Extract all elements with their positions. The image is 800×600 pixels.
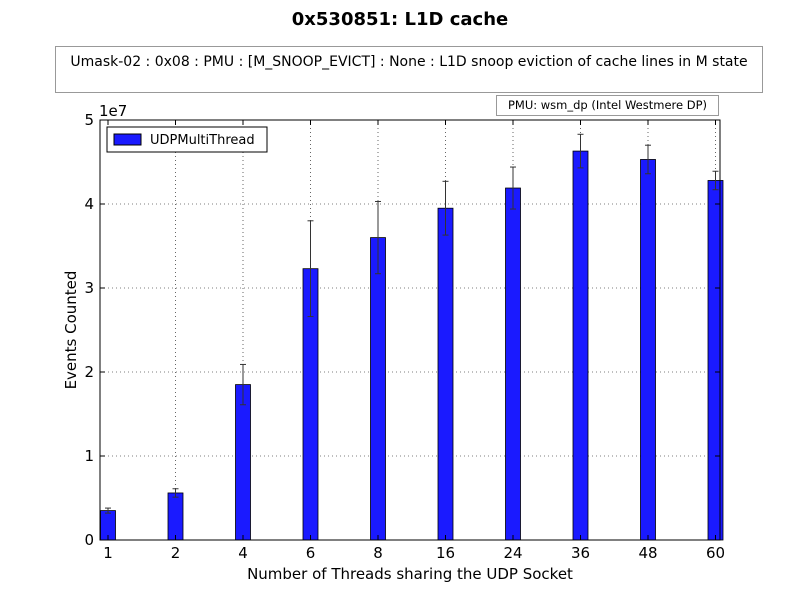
bar	[572, 150, 589, 541]
bar	[437, 207, 454, 541]
x-tick-label: 8	[373, 544, 383, 562]
x-tick-label: 16	[436, 544, 455, 562]
x-tick-label: 24	[503, 544, 522, 562]
y-scale-label: 1e7	[99, 102, 127, 120]
bar	[505, 187, 521, 541]
x-tick-label: 60	[706, 544, 725, 562]
pmu-annotation: PMU: wsm_dp (Intel Westmere DP)	[496, 95, 719, 116]
y-tick-label: 3	[84, 279, 94, 297]
bar	[370, 237, 386, 541]
bar	[640, 159, 656, 541]
bar	[235, 384, 251, 541]
x-tick-label: 48	[638, 544, 657, 562]
legend-swatch	[113, 133, 142, 146]
y-tick-label: 1	[84, 447, 94, 465]
bar	[167, 492, 184, 541]
x-tick-label: 2	[171, 544, 181, 562]
y-tick-label: 2	[84, 363, 94, 381]
x-axis-label: Number of Threads sharing the UDP Socket	[247, 565, 573, 583]
x-tick-label: 36	[571, 544, 590, 562]
y-axis-label: Events Counted	[62, 271, 80, 390]
error-bars-group	[105, 133, 719, 514]
bar	[707, 180, 724, 541]
y-tick-label: 5	[84, 111, 94, 129]
legend: UDPMultiThread	[106, 126, 268, 153]
bars-group	[100, 150, 724, 541]
legend-label: UDPMultiThread	[150, 133, 255, 148]
event-description-box: Umask-02 : 0x08 : PMU : [M_SNOOP_EVICT] …	[55, 46, 763, 93]
x-tick-label: 6	[306, 544, 316, 562]
x-tick-label: 1	[103, 544, 113, 562]
plot-frame	[99, 119, 721, 541]
x-tick-label: 4	[238, 544, 248, 562]
y-tick-label: 4	[84, 195, 94, 213]
chart-title: 0x530851: L1D cache	[291, 9, 509, 30]
grid-lines	[100, 120, 720, 540]
y-tick-label: 0	[84, 531, 94, 549]
